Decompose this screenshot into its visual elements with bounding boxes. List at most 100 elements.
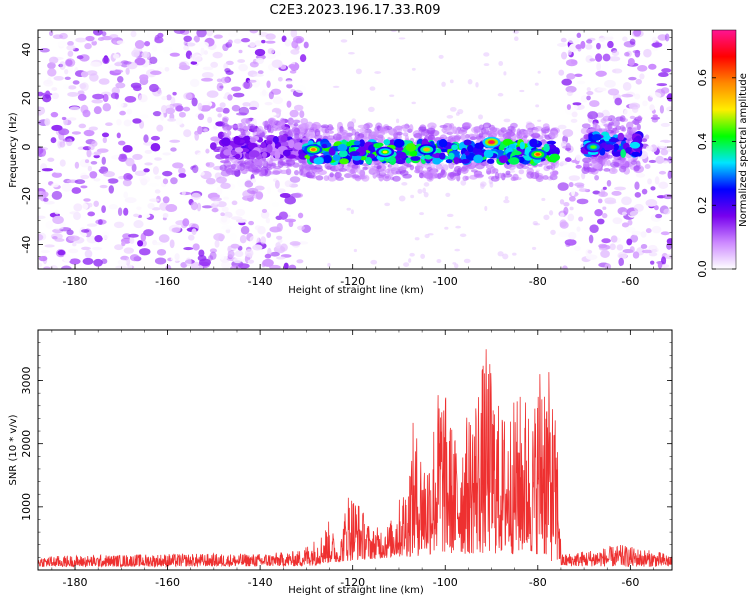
signal-halo-blob <box>502 173 513 178</box>
noise-blob <box>169 52 180 57</box>
noise-blob <box>630 234 639 243</box>
noise-blob <box>44 244 55 248</box>
noise-blob <box>82 109 91 118</box>
noise-blob <box>99 179 109 184</box>
noise-blob <box>199 171 205 176</box>
noise-blob <box>614 186 627 191</box>
noise-blob <box>50 111 59 118</box>
spectrogram-frame <box>37 29 673 270</box>
noise-blob <box>162 212 169 219</box>
noise-blob <box>533 223 541 226</box>
snr-x-axis-label: Height of straight line (km) <box>288 585 424 596</box>
spectrogram-blobs <box>38 30 672 269</box>
noise-blob <box>578 216 584 222</box>
signal-halo-blob <box>304 121 314 130</box>
noise-blob <box>565 147 572 151</box>
noise-blob <box>51 171 63 178</box>
noise-blob <box>101 231 110 240</box>
signal-halo-blob <box>469 136 477 141</box>
noise-blob <box>576 80 586 85</box>
noise-blob <box>297 212 304 219</box>
signal-core-blob <box>405 143 417 152</box>
noise-blob <box>101 31 107 37</box>
noise-blob <box>571 111 578 118</box>
noise-blob <box>660 256 667 266</box>
noise-blob <box>38 91 44 97</box>
noise-blob <box>143 134 149 143</box>
noise-blob <box>93 258 103 267</box>
signal-core-blob <box>282 149 291 157</box>
noise-blob <box>543 214 550 221</box>
noise-blob <box>74 161 80 169</box>
signal-halo-blob <box>427 134 435 142</box>
noise-blob <box>601 62 609 72</box>
noise-blob <box>86 70 98 76</box>
noise-blob <box>535 104 540 108</box>
noise-blob <box>130 30 137 38</box>
noise-blob <box>254 48 266 57</box>
noise-blob <box>78 123 87 129</box>
noise-blob <box>279 193 291 198</box>
noise-blob <box>261 39 266 44</box>
signal-halo-blob <box>542 123 550 130</box>
noise-blob <box>138 103 147 109</box>
noise-blob <box>227 39 233 45</box>
noise-blob <box>563 115 569 123</box>
noise-blob <box>297 225 305 231</box>
y-tick-label: -20 <box>20 187 33 205</box>
signal-halo-blob <box>524 129 533 134</box>
noise-blob <box>642 100 648 107</box>
signal-halo-blob <box>602 159 608 167</box>
signal-core-blob <box>625 147 632 154</box>
noise-blob <box>197 113 205 121</box>
noise-blob <box>77 93 87 101</box>
signal-halo-blob <box>256 125 264 134</box>
noise-blob <box>76 55 84 60</box>
signal-halo-blob <box>332 133 343 141</box>
noise-blob <box>292 192 304 199</box>
signal-core-blob <box>502 138 513 146</box>
signal-halo-blob <box>222 117 228 125</box>
noise-blob <box>143 229 154 237</box>
noise-blob <box>601 213 608 219</box>
noise-blob <box>139 175 151 183</box>
noise-blob <box>559 199 565 205</box>
signal-core-blob <box>234 153 241 160</box>
signal-peak-blob <box>311 148 316 151</box>
noise-blob <box>94 235 103 243</box>
noise-blob <box>154 157 162 161</box>
signal-core-blob <box>519 141 525 150</box>
signal-halo-blob <box>608 167 618 175</box>
noise-blob <box>559 160 568 166</box>
x-tick-label: -160 <box>155 275 180 288</box>
signal-halo-blob <box>516 163 524 169</box>
signal-halo-blob <box>550 162 556 171</box>
noise-blob <box>254 181 263 187</box>
signal-halo-blob <box>602 115 612 122</box>
signal-core-blob <box>221 137 231 146</box>
noise-blob <box>408 258 412 263</box>
signal-halo-blob <box>409 124 414 132</box>
noise-blob <box>82 257 94 265</box>
noise-blob <box>197 102 203 111</box>
signal-halo-blob <box>456 174 461 182</box>
signal-core-blob <box>266 140 273 145</box>
noise-blob <box>607 88 620 96</box>
noise-blob <box>190 201 198 211</box>
noise-blob <box>252 73 264 77</box>
noise-blob <box>202 66 214 71</box>
noise-blob <box>149 70 162 75</box>
noise-blob <box>169 239 175 249</box>
signal-halo-blob <box>430 169 435 174</box>
noise-blob <box>72 80 80 85</box>
noise-blob <box>152 45 158 52</box>
noise-blob <box>227 250 235 258</box>
noise-blob <box>153 242 163 246</box>
noise-blob <box>206 90 219 98</box>
noise-blob <box>575 164 582 169</box>
noise-blob <box>634 93 641 100</box>
noise-blob <box>484 205 488 212</box>
x-tick-label: -60 <box>621 275 639 288</box>
noise-blob <box>221 225 233 231</box>
noise-blob <box>497 92 504 97</box>
